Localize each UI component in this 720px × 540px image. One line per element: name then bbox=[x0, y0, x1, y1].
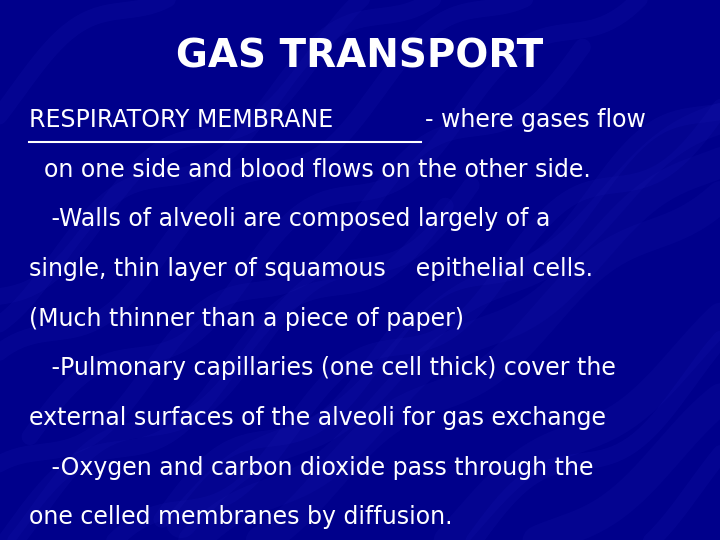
Text: - where gases flow: - where gases flow bbox=[425, 108, 646, 132]
Text: on one side and blood flows on the other side.: on one side and blood flows on the other… bbox=[29, 158, 590, 181]
Text: RESPIRATORY MEMBRANE: RESPIRATORY MEMBRANE bbox=[29, 108, 333, 132]
Text: -Pulmonary capillaries (one cell thick) cover the: -Pulmonary capillaries (one cell thick) … bbox=[29, 356, 616, 380]
Text: (Much thinner than a piece of paper): (Much thinner than a piece of paper) bbox=[29, 307, 464, 330]
Text: external surfaces of the alveoli for gas exchange: external surfaces of the alveoli for gas… bbox=[29, 406, 606, 430]
Text: -Oxygen and carbon dioxide pass through the: -Oxygen and carbon dioxide pass through … bbox=[29, 456, 593, 480]
Text: GAS TRANSPORT: GAS TRANSPORT bbox=[176, 38, 544, 76]
Text: one celled membranes by diffusion.: one celled membranes by diffusion. bbox=[29, 505, 452, 529]
Text: single, thin layer of squamous    epithelial cells.: single, thin layer of squamous epithelia… bbox=[29, 257, 593, 281]
Text: -Walls of alveoli are composed largely of a: -Walls of alveoli are composed largely o… bbox=[29, 207, 550, 231]
